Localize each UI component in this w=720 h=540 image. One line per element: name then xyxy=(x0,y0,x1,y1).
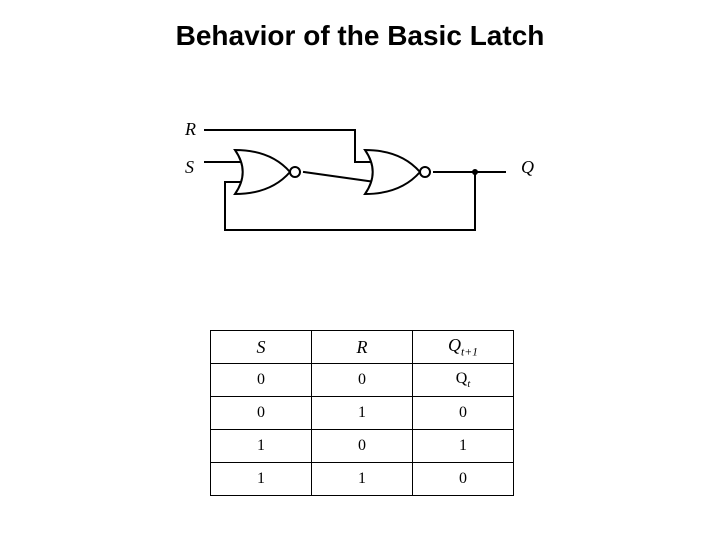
table-row: 101 xyxy=(211,430,514,463)
table-cell: Qt xyxy=(413,364,514,397)
table-cell: 1 xyxy=(211,430,312,463)
table-header-cell: Qt+1 xyxy=(413,331,514,364)
table-cell: 0 xyxy=(312,430,413,463)
table-cell: 1 xyxy=(312,463,413,496)
table-row: 00Qt xyxy=(211,364,514,397)
table-cell: 1 xyxy=(312,397,413,430)
table-cell: 0 xyxy=(312,364,413,397)
table-cell: 0 xyxy=(211,364,312,397)
truth-table: SRQt+100Qt010101110 xyxy=(210,330,514,496)
circuit-svg xyxy=(185,120,535,260)
table-cell: 0 xyxy=(413,397,514,430)
truth-table-region: SRQt+100Qt010101110 xyxy=(210,330,514,496)
table-cell: 1 xyxy=(413,430,514,463)
table-header-cell: R xyxy=(312,331,413,364)
label-S: S xyxy=(185,157,194,178)
table-cell: 0 xyxy=(413,463,514,496)
page-title: Behavior of the Basic Latch xyxy=(0,20,720,52)
label-Q: Q xyxy=(521,157,534,178)
table-header-row: SRQt+1 xyxy=(211,331,514,364)
circuit-diagram: R S Q xyxy=(185,120,535,265)
label-R: R xyxy=(185,119,196,140)
table-row: 110 xyxy=(211,463,514,496)
table-cell: 1 xyxy=(211,463,312,496)
table-cell: 0 xyxy=(211,397,312,430)
table-header-cell: S xyxy=(211,331,312,364)
table-row: 010 xyxy=(211,397,514,430)
